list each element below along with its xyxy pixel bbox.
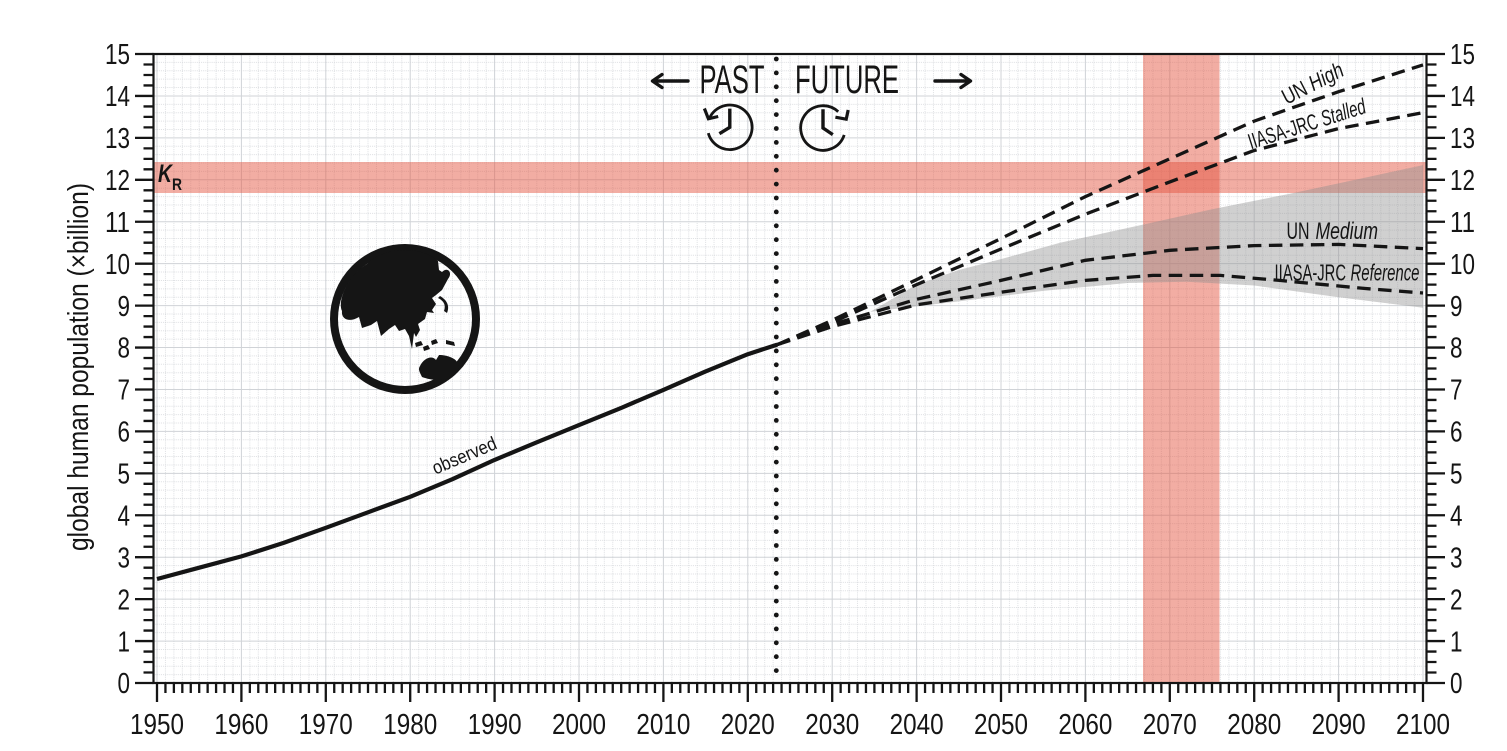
- svg-text:0: 0: [1450, 668, 1463, 700]
- svg-text:10: 10: [105, 249, 130, 281]
- svg-text:2030: 2030: [805, 709, 859, 741]
- svg-text:8: 8: [1450, 333, 1463, 365]
- svg-text:8: 8: [118, 333, 131, 365]
- svg-text:1: 1: [1450, 626, 1463, 658]
- svg-text:2: 2: [1450, 584, 1463, 616]
- svg-text:R: R: [172, 175, 182, 194]
- svg-text:12: 12: [105, 165, 130, 197]
- svg-text:1: 1: [118, 626, 131, 658]
- svg-text:PAST: PAST: [700, 58, 765, 102]
- svg-text:1950: 1950: [130, 709, 184, 741]
- svg-text:10: 10: [1450, 249, 1475, 281]
- svg-text:5: 5: [118, 459, 131, 491]
- svg-text:Medium: Medium: [1316, 218, 1379, 245]
- svg-text:2080: 2080: [1227, 709, 1281, 741]
- svg-text:K: K: [158, 160, 174, 188]
- svg-text:UN: UN: [1287, 218, 1310, 245]
- svg-text:2010: 2010: [636, 709, 690, 741]
- svg-text:6: 6: [118, 417, 131, 449]
- svg-text:9: 9: [118, 291, 131, 323]
- svg-text:15: 15: [105, 39, 130, 71]
- svg-text:2050: 2050: [974, 709, 1028, 741]
- svg-text:FUTURE: FUTURE: [795, 58, 899, 102]
- svg-text:2: 2: [118, 584, 131, 616]
- svg-text:1980: 1980: [383, 709, 437, 741]
- svg-text:IIASA-JRC: IIASA-JRC: [1275, 260, 1347, 286]
- svg-text:2000: 2000: [552, 709, 606, 741]
- svg-text:13: 13: [1450, 123, 1475, 155]
- svg-text:2040: 2040: [890, 709, 944, 741]
- svg-text:4: 4: [118, 501, 131, 533]
- svg-text:2070: 2070: [1143, 709, 1197, 741]
- svg-text:2020: 2020: [721, 709, 775, 741]
- svg-text:4: 4: [1450, 501, 1463, 533]
- svg-text:7: 7: [1450, 375, 1463, 407]
- svg-text:11: 11: [1450, 207, 1475, 239]
- svg-text:2100: 2100: [1396, 709, 1450, 741]
- svg-text:7: 7: [118, 375, 131, 407]
- svg-text:14: 14: [105, 81, 130, 113]
- svg-text:15: 15: [1450, 39, 1475, 71]
- svg-text:3: 3: [118, 542, 131, 574]
- svg-text:13: 13: [105, 123, 130, 155]
- svg-text:12: 12: [1450, 165, 1475, 197]
- svg-text:6: 6: [1450, 417, 1463, 449]
- svg-text:9: 9: [1450, 291, 1463, 323]
- svg-text:2090: 2090: [1312, 709, 1366, 741]
- svg-text:1960: 1960: [214, 709, 268, 741]
- svg-text:global human population (×bill: global human population (×billion): [63, 183, 95, 551]
- svg-text:3: 3: [1450, 542, 1463, 574]
- svg-text:11: 11: [105, 207, 130, 239]
- svg-text:Reference: Reference: [1351, 260, 1420, 286]
- svg-text:1990: 1990: [468, 709, 522, 741]
- svg-text:5: 5: [1450, 459, 1463, 491]
- svg-text:2060: 2060: [1058, 709, 1112, 741]
- svg-text:14: 14: [1450, 81, 1475, 113]
- svg-text:1970: 1970: [299, 709, 353, 741]
- svg-text:0: 0: [118, 668, 131, 700]
